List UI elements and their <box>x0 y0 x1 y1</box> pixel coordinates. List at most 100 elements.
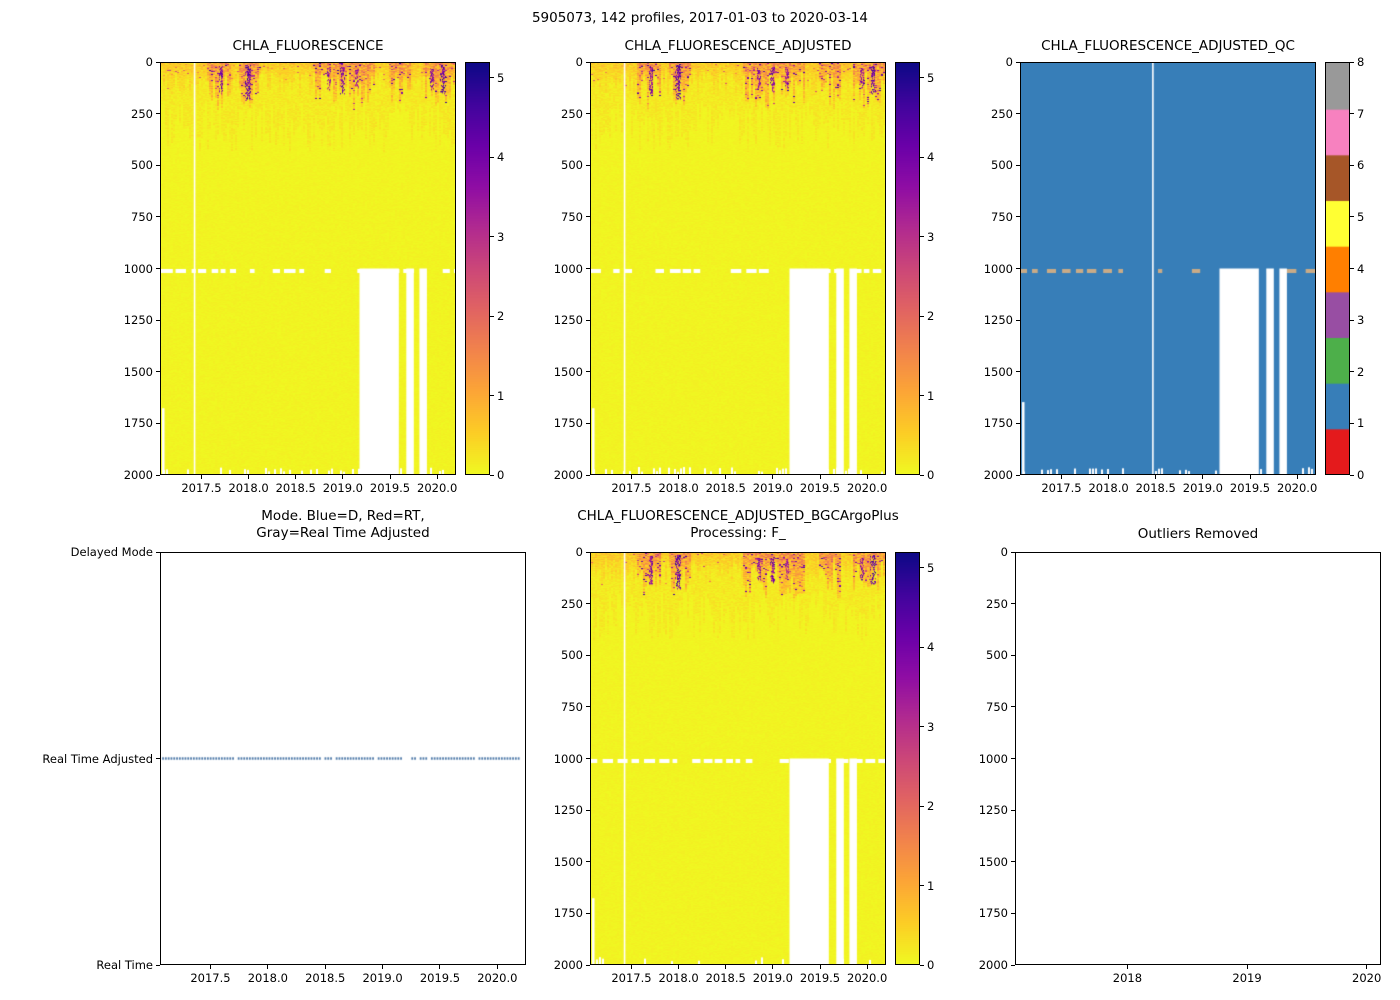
x-tick-label: 2018.0 <box>247 971 288 985</box>
tick-mark <box>490 77 494 79</box>
tick-mark <box>156 164 160 166</box>
x-tick-label: 2019.5 <box>1229 481 1271 495</box>
tick-mark <box>1060 475 1062 479</box>
y-tick-label: 1250 <box>978 803 1008 818</box>
tick-mark <box>586 164 590 166</box>
tick-mark <box>1016 474 1020 476</box>
y-tick-label: 1750 <box>978 906 1008 921</box>
tick-mark <box>1126 965 1128 969</box>
x-tick-label: 2018.0 <box>658 971 699 985</box>
y-tick-label: 2000 <box>983 468 1013 482</box>
tick-mark <box>1350 422 1354 424</box>
tick-mark <box>490 395 494 397</box>
x-tick-label: 2018.0 <box>1088 481 1129 495</box>
tick-mark <box>1296 475 1298 479</box>
tick-mark <box>156 474 160 476</box>
y-tick-label: 2000 <box>553 958 583 972</box>
colorbar-tick-label: 5 <box>927 70 935 85</box>
qc-colorbar-canvas <box>1326 63 1349 474</box>
chla-adjusted-heatmap-canvas <box>591 63 885 474</box>
tick-mark <box>1202 475 1204 479</box>
tick-mark <box>586 113 590 115</box>
tick-mark <box>725 475 727 479</box>
chla-fluorescence-colorbar-canvas <box>466 63 489 474</box>
tick-mark <box>1350 474 1354 476</box>
tick-mark <box>1350 319 1354 321</box>
tick-mark <box>1350 113 1354 115</box>
x-tick-label: 2018.5 <box>275 481 316 495</box>
y-tick-label: 1500 <box>978 854 1008 869</box>
tick-mark <box>586 474 590 476</box>
y-tick-label: 750 <box>561 699 583 714</box>
x-tick-label: 2019.5 <box>799 971 841 985</box>
y-tick-label: 750 <box>561 209 583 224</box>
y-tick-label: 0 <box>575 55 583 69</box>
tick-mark <box>156 964 160 966</box>
x-tick-label: 2018 <box>1112 971 1143 985</box>
y-tick-label: 750 <box>131 209 153 224</box>
y-tick-label: 1250 <box>983 313 1013 328</box>
tick-mark <box>920 964 924 966</box>
y-tick-label: 500 <box>561 648 583 663</box>
colorbar-tick-label: 0 <box>927 958 935 972</box>
tick-mark <box>920 885 924 887</box>
y-tick-label: 500 <box>561 158 583 173</box>
tick-mark <box>200 475 202 479</box>
tick-mark <box>586 319 590 321</box>
y-tick-label: 1250 <box>553 313 583 328</box>
y-tick-label: 1750 <box>553 416 583 431</box>
subplot-outliers-removed <box>1015 552 1381 965</box>
tick-mark <box>920 395 924 397</box>
tick-mark <box>819 475 821 479</box>
tick-mark <box>586 912 590 914</box>
tick-mark <box>1016 216 1020 218</box>
tick-mark <box>439 965 441 969</box>
x-tick-label: 2018.5 <box>1135 481 1176 495</box>
tick-mark <box>1011 551 1015 553</box>
tick-mark <box>436 475 438 479</box>
tick-mark <box>586 551 590 553</box>
tick-mark <box>156 371 160 373</box>
colorbar-tick-label: 5 <box>927 560 935 575</box>
tick-mark <box>678 965 680 969</box>
tick-mark <box>1016 164 1020 166</box>
x-tick-label: 2017.5 <box>1041 481 1082 495</box>
y-tick-label: 1500 <box>983 364 1013 379</box>
colorbar-tick-label: 2 <box>497 309 505 324</box>
tick-mark <box>1016 319 1020 321</box>
y-tick-label: 1750 <box>123 416 153 431</box>
y-tick-label: 750 <box>991 209 1013 224</box>
x-tick-label: 2020.0 <box>477 971 518 985</box>
colorbar-tick-label: 4 <box>497 150 505 165</box>
subplot-chla-adjusted-qc <box>1020 62 1316 475</box>
y-tick-label: 1250 <box>123 313 153 328</box>
tick-mark <box>1155 475 1157 479</box>
tick-mark <box>209 965 211 969</box>
tick-mark <box>1011 912 1015 914</box>
y-tick-label: 1000 <box>978 751 1008 766</box>
tick-mark <box>586 861 590 863</box>
x-tick-label: 2020.0 <box>1277 481 1318 495</box>
tick-mark <box>324 965 326 969</box>
tick-mark <box>248 475 250 479</box>
x-tick-label: 2020.0 <box>847 481 888 495</box>
x-tick-label: 2019 <box>1232 971 1262 985</box>
tick-mark <box>1016 422 1020 424</box>
y-tick-label: 0 <box>1005 55 1013 69</box>
tick-mark <box>490 474 494 476</box>
tick-mark <box>586 422 590 424</box>
x-tick-label: 2018.5 <box>705 481 746 495</box>
tick-mark <box>920 567 924 569</box>
x-tick-label: 2020 <box>1352 971 1382 985</box>
y-tick-label: 1500 <box>123 364 153 379</box>
y-tick-label: 1500 <box>553 854 583 869</box>
y-tick-label: 250 <box>986 596 1008 611</box>
tick-mark <box>920 726 924 728</box>
colorbar-tick-label: 2 <box>927 309 935 324</box>
tick-mark <box>1366 965 1368 969</box>
x-tick-label: 2019.0 <box>1182 481 1223 495</box>
tick-mark <box>586 371 590 373</box>
x-tick-label: 2017.5 <box>611 971 652 985</box>
x-tick-label: 2017.5 <box>190 971 231 985</box>
